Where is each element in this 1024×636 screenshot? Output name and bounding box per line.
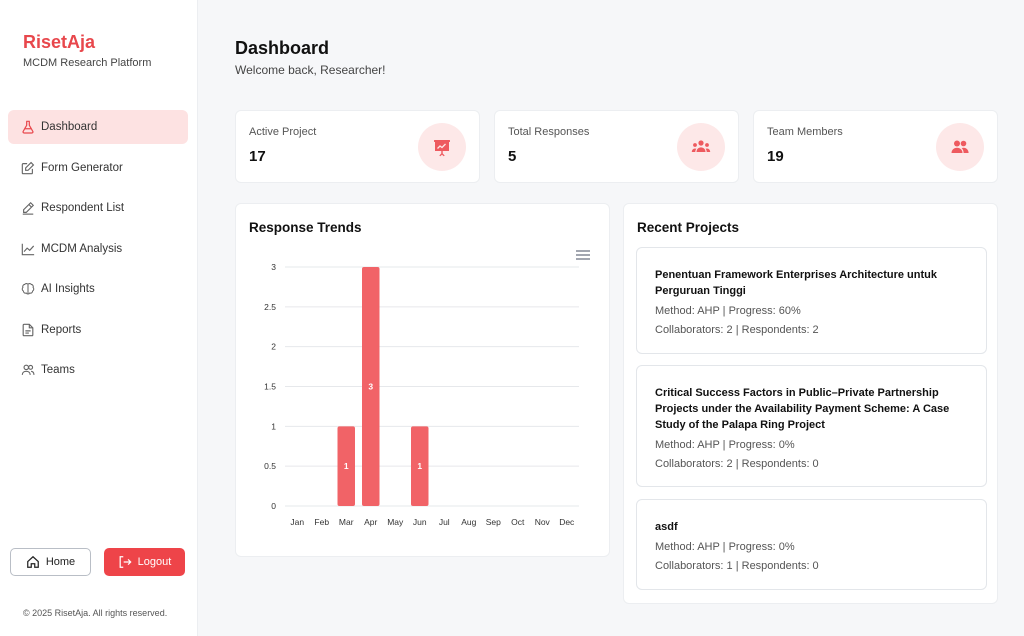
bar <box>362 267 380 506</box>
edit-icon <box>21 161 35 175</box>
sidebar-item-label: Respondent List <box>41 202 125 214</box>
y-tick-label: 0 <box>271 501 276 511</box>
project-title: asdf <box>655 521 678 533</box>
menu-icon[interactable] <box>576 250 590 260</box>
sidebar-item-label: Teams <box>41 364 75 376</box>
document-icon <box>21 323 35 337</box>
sidebar-item-dashboard[interactable]: Dashboard <box>8 110 188 144</box>
logout-icon <box>119 556 132 568</box>
x-tick-label: Jun <box>413 517 427 527</box>
project-collaborators: Collaborators: 2 | Respondents: 2 <box>655 324 819 336</box>
sidebar-item-label: MCDM Analysis <box>41 242 123 255</box>
sidebar-nav: Dashboard Form Generator Respondent List… <box>8 110 188 394</box>
sidebar-item-reports[interactable]: Reports <box>8 313 188 347</box>
project-method: Method: AHP | Progress: 0% <box>655 439 795 451</box>
recent-projects-card: Recent Projects Penentuan Framework Ente… <box>623 203 998 604</box>
project-title: Penentuan Framework Enterprises Architec… <box>655 269 937 297</box>
page-title: Dashboard <box>235 38 330 58</box>
response-trends-card: Response Trends 0 0.5 1 1.5 2 2.5 3 Jan Feb 1 Mar 3… <box>235 203 610 557</box>
stat-value: 5 <box>508 148 517 165</box>
stat-card-team-members: Team Members 19 <box>753 110 998 183</box>
project-title: Critical Success Factors in Public–Priva… <box>655 387 950 431</box>
copyright: © 2025 RisetAja. All rights reserved. <box>23 608 168 618</box>
home-label: Home <box>45 556 76 568</box>
sidebar-item-label: Form Generator <box>41 161 123 174</box>
sidebar-item-ai-insights[interactable]: AI Insights <box>8 272 188 306</box>
x-tick-label: May <box>387 517 404 527</box>
stat-value: 17 <box>249 148 266 165</box>
x-tick-label: Jul <box>439 517 450 527</box>
logout-label: Logout <box>137 556 172 568</box>
sidebar: RisetAja MCDM Research Platform Dashboar… <box>0 0 198 636</box>
x-tick-label: Aug <box>461 517 476 527</box>
project-card[interactable]: Penentuan Framework Enterprises Architec… <box>636 247 987 354</box>
stat-label: Team Members <box>767 126 843 138</box>
x-tick-label: Feb <box>314 517 329 527</box>
y-tick-label: 1.5 <box>264 382 276 392</box>
recent-projects-title: Recent Projects <box>637 220 740 235</box>
project-collaborators: Collaborators: 1 | Respondents: 0 <box>655 560 819 572</box>
flask-icon <box>21 120 35 134</box>
logout-button[interactable]: Logout <box>104 548 185 576</box>
stat-label: Active Project <box>249 126 317 138</box>
x-tick-label: Apr <box>364 517 377 527</box>
page-subtitle: Welcome back, Researcher! <box>235 63 386 77</box>
y-tick-label: 0.5 <box>264 461 276 471</box>
y-tick-label: 1 <box>271 421 276 431</box>
home-icon <box>26 555 39 568</box>
stat-label: Total Responses <box>508 126 590 138</box>
team-icon <box>936 123 984 171</box>
sidebar-item-teams[interactable]: Teams <box>8 353 188 387</box>
stat-card-total-responses: Total Responses 5 <box>494 110 739 183</box>
sidebar-item-label: AI Insights <box>41 283 95 295</box>
sidebar-item-form-generator[interactable]: Form Generator <box>8 151 188 185</box>
bar <box>411 426 429 506</box>
brand-subtitle: MCDM Research Platform <box>23 57 152 69</box>
x-tick-label: Dec <box>559 517 575 527</box>
bar <box>337 426 355 506</box>
bar-chart: 0 0.5 1 1.5 2 2.5 3 Jan Feb 1 Mar 3 Apr May 1 Jun Jul Aug… <box>264 262 579 527</box>
x-tick-label: Oct <box>511 517 525 527</box>
bar-data-label: 3 <box>368 382 373 392</box>
stat-value: 19 <box>767 148 784 165</box>
home-button[interactable]: Home <box>10 548 91 576</box>
project-card[interactable]: asdf Method: AHP | Progress: 0% Collabor… <box>636 499 987 590</box>
sidebar-item-label: Reports <box>41 323 82 336</box>
sidebar-item-respondent-list[interactable]: Respondent List <box>8 191 188 225</box>
brand: RisetAja MCDM Research Platform <box>23 32 151 69</box>
x-tick-label: Mar <box>339 517 354 527</box>
x-tick-label: Nov <box>535 517 551 527</box>
brand-name[interactable]: RisetAja <box>23 32 96 52</box>
pencil-icon <box>21 201 35 215</box>
x-tick-label: Sep <box>486 517 501 527</box>
sidebar-item-mcdm-analysis[interactable]: MCDM Analysis <box>8 232 188 266</box>
bar-data-label: 1 <box>417 461 422 471</box>
line-chart-icon <box>21 242 35 256</box>
bar-data-label: 1 <box>344 461 349 471</box>
y-tick-label: 3 <box>271 262 276 272</box>
presentation-icon <box>418 123 466 171</box>
project-card[interactable]: Critical Success Factors in Public–Priva… <box>636 365 987 487</box>
sidebar-item-label: Dashboard <box>41 121 98 133</box>
chart-title: Response Trends <box>249 220 362 235</box>
users-icon <box>21 363 35 377</box>
brain-icon <box>21 282 35 296</box>
project-collaborators: Collaborators: 2 | Respondents: 0 <box>655 458 819 470</box>
y-tick-label: 2 <box>271 342 276 352</box>
project-method: Method: AHP | Progress: 60% <box>655 305 801 317</box>
stat-card-active-project: Active Project 17 <box>235 110 480 183</box>
group-icon <box>677 123 725 171</box>
project-method: Method: AHP | Progress: 0% <box>655 541 795 553</box>
x-tick-label: Jan <box>290 517 304 527</box>
y-tick-label: 2.5 <box>264 302 276 312</box>
